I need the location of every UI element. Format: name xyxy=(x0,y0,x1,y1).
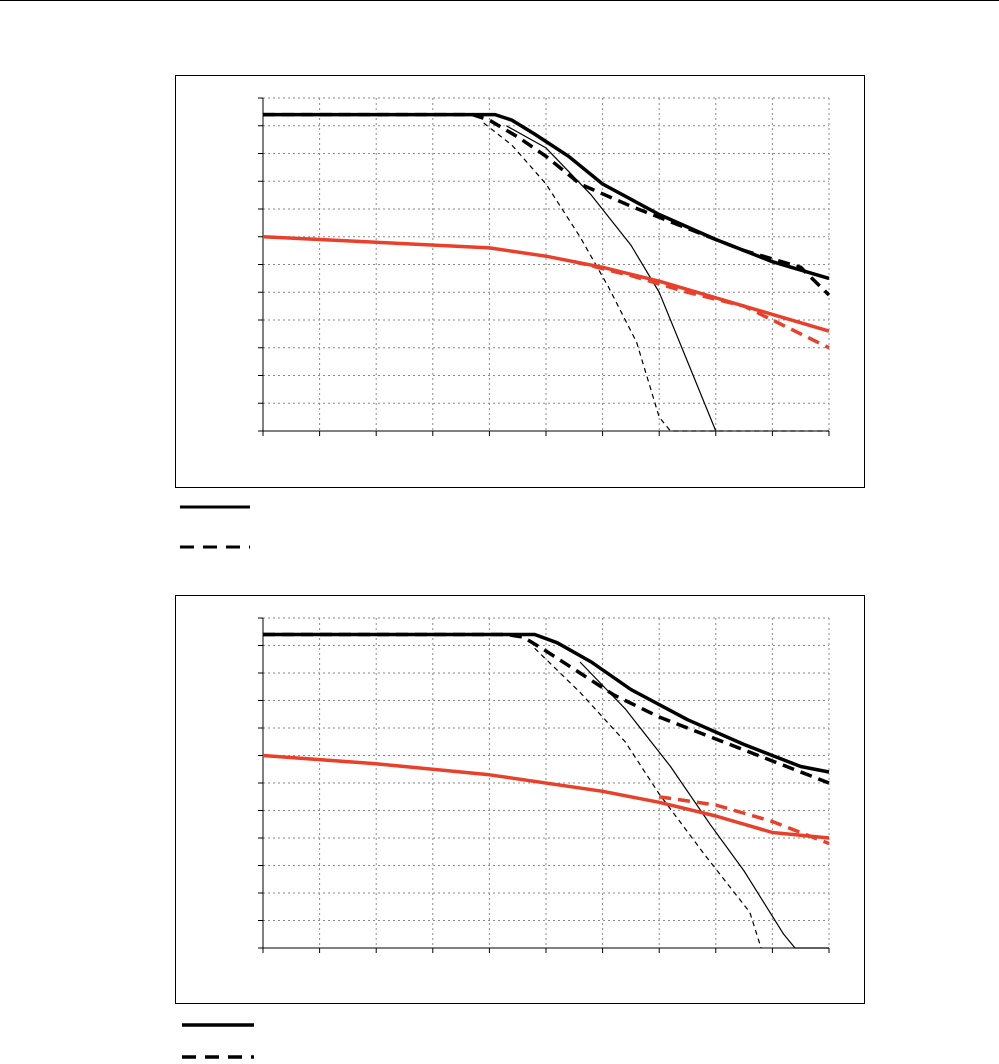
chart-1-series-2 xyxy=(506,125,717,432)
chart-2-series-2 xyxy=(579,661,829,949)
chart-2-series-5 xyxy=(658,795,830,846)
chart-1-series-5 xyxy=(573,260,830,350)
chart-1-series-1 xyxy=(263,112,831,297)
chart-2-plot xyxy=(258,617,830,953)
legend-1-dashed-swatch xyxy=(178,540,252,554)
chart-2-series-1 xyxy=(263,632,830,785)
chart-1-series-3 xyxy=(483,122,829,432)
legend-2-solid-swatch xyxy=(180,1018,256,1032)
chart-2-series-3 xyxy=(534,647,762,949)
chart-2-series-0 xyxy=(263,632,830,774)
legend-2-dashed-swatch xyxy=(180,1050,256,1064)
chart-2-series-4 xyxy=(262,753,830,840)
page-top-rule xyxy=(0,0,999,1)
chart-1-frame xyxy=(175,75,865,488)
legend-1-solid-swatch xyxy=(178,500,252,514)
chart-1-plot xyxy=(258,97,831,436)
chart-2-frame xyxy=(175,595,865,1004)
